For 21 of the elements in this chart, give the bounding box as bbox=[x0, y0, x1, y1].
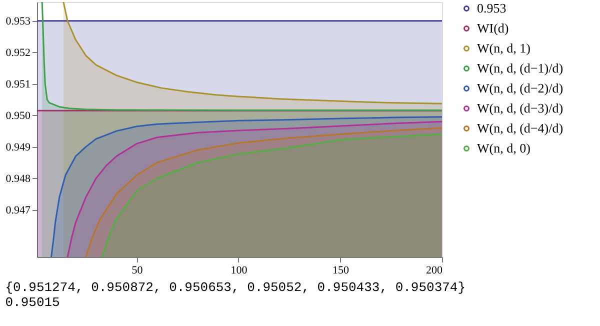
text: 0.95015 bbox=[5, 295, 60, 310]
y-tick-label: 0.953 bbox=[6, 15, 31, 28]
y-tick-label: 0.952 bbox=[6, 46, 30, 59]
y-tick-label: 0.948 bbox=[6, 172, 31, 185]
legend-label: W(n, d, 0) bbox=[477, 140, 530, 156]
x-tick-label: 50 bbox=[132, 264, 144, 276]
y-tick-label: 0.951 bbox=[6, 78, 30, 90]
legend-label: 0.953 bbox=[477, 0, 506, 16]
legend-label: WI(d) bbox=[477, 20, 509, 36]
x-tick-label: 150 bbox=[332, 264, 350, 276]
y-tick-label: 0.950 bbox=[6, 110, 31, 122]
legend-label: W(n, d, (d−4)/d) bbox=[477, 120, 564, 136]
text: {0.951274, 0.950872, 0.950653, 0.95052, 0.950433, 0.950374} bbox=[5, 280, 466, 295]
y-tick-label: 0.947 bbox=[6, 204, 31, 216]
y-tick-label: 0.949 bbox=[6, 141, 31, 154]
legend-label: W(n, d, 1) bbox=[477, 40, 530, 56]
x-tick-label: 100 bbox=[230, 264, 248, 276]
x-tick-label: 200 bbox=[426, 264, 443, 276]
legend-label: W(n, d, (d−2)/d) bbox=[477, 80, 564, 96]
legend-label: W(n, d, (d−3)/d) bbox=[477, 100, 564, 116]
legend-label: W(n, d, (d−1)/d) bbox=[477, 60, 564, 76]
